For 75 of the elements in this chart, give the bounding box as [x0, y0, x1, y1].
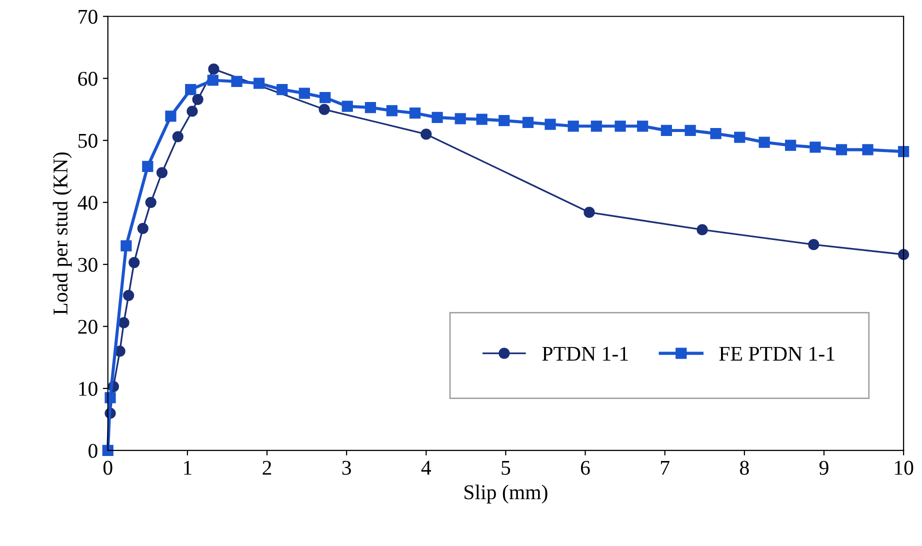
y-tick-label: 70 [78, 10, 98, 24]
y-tick-label: 20 [78, 320, 98, 334]
x-tick-label: 2 [262, 460, 272, 475]
point [734, 132, 746, 143]
point [298, 88, 310, 99]
point [898, 146, 910, 158]
point [118, 317, 130, 328]
point [156, 167, 168, 178]
point [684, 124, 696, 136]
x-axis-title: Slip (mm) [464, 484, 548, 504]
point [862, 144, 874, 156]
point [364, 102, 376, 114]
point [254, 78, 265, 89]
x-tick-label: 1 [184, 460, 192, 475]
x-tick-label: 10 [894, 460, 914, 475]
legend-label: PTDN 1-1 [542, 346, 628, 361]
x-tick-label: 6 [580, 460, 590, 475]
point [808, 239, 820, 250]
point [128, 257, 140, 268]
y-axis-title: Load per stud (KN) [52, 152, 72, 315]
x-tick-label: 9 [819, 460, 828, 475]
point [498, 115, 510, 126]
point [120, 240, 132, 252]
point [568, 120, 579, 132]
x-tick-label: 4 [421, 460, 432, 475]
point [185, 84, 196, 96]
point [186, 106, 198, 117]
point [320, 92, 331, 104]
x-tick-label: 8 [740, 460, 749, 475]
point [696, 224, 708, 236]
point [231, 76, 242, 88]
point [544, 118, 556, 130]
point [522, 116, 534, 128]
point [342, 100, 353, 112]
x-tick-label: 0 [103, 460, 112, 475]
point [102, 444, 114, 456]
point [898, 248, 910, 260]
point [660, 124, 672, 136]
point [386, 105, 398, 116]
point [172, 131, 184, 142]
x-tick-label: 3 [342, 460, 351, 475]
point [476, 114, 488, 125]
point [145, 196, 156, 208]
y-tick-label: 30 [78, 258, 98, 272]
point [758, 136, 770, 148]
x-tick-label: 7 [661, 460, 670, 475]
point [104, 392, 116, 404]
point [208, 64, 220, 75]
point [409, 108, 421, 119]
point [318, 104, 330, 115]
point [637, 120, 648, 132]
y-tick-label: 10 [79, 382, 98, 396]
point [420, 128, 432, 140]
y-tick-label: 50 [78, 134, 98, 148]
point [207, 74, 218, 86]
point [276, 84, 288, 96]
point [123, 290, 134, 301]
point [142, 160, 154, 172]
point [590, 120, 602, 132]
point [614, 120, 626, 132]
point [432, 112, 443, 124]
x-tick-label: 5 [502, 460, 510, 475]
point [165, 110, 176, 122]
point [584, 206, 595, 218]
point [454, 113, 466, 124]
point [192, 94, 204, 106]
y-tick-label: 60 [78, 72, 98, 86]
point [810, 142, 821, 153]
legend-label: FE PTDN 1-1 [719, 346, 834, 361]
y-tick-label: 0 [88, 444, 98, 458]
point [710, 128, 722, 140]
point [836, 144, 848, 156]
point [785, 140, 796, 151]
y-tick-label: 40 [78, 196, 98, 210]
point [137, 222, 148, 234]
